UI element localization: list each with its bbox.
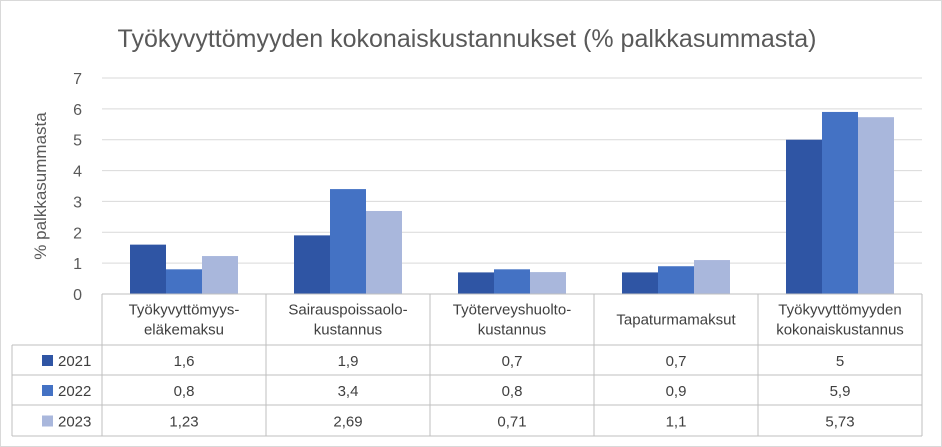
category-label-2: Työterveyshuolto-kustannus	[453, 302, 571, 339]
data-label-2021-4: 5	[836, 353, 844, 370]
data-label-2022-0: 0,8	[174, 383, 195, 400]
bar-2021-4	[786, 139, 822, 294]
bar-2023-2	[530, 272, 566, 294]
bar-2022-1	[330, 189, 366, 294]
bar-2023-0	[202, 256, 238, 294]
y-tick-label: 6	[73, 102, 82, 119]
category-label-1: Sairauspoissaolo-kustannus	[288, 302, 407, 339]
bar-2021-0	[130, 244, 166, 294]
data-label-2023-0: 1,23	[169, 414, 198, 431]
bar-2023-3	[694, 260, 730, 294]
data-label-2021-3: 0,7	[666, 353, 687, 370]
data-label-2022-2: 0,8	[502, 383, 523, 400]
bar-2022-4	[822, 111, 858, 294]
bar-2023-4	[858, 117, 894, 294]
y-tick-label: 5	[73, 133, 82, 150]
bar-2022-0	[166, 269, 202, 294]
data-label-2021-2: 0,7	[502, 353, 523, 370]
legend-key-2021	[42, 355, 53, 366]
data-label-2023-3: 1,1	[666, 414, 687, 431]
legend-key-2023	[42, 415, 53, 427]
bar-2021-3	[622, 272, 658, 294]
data-label-2023-2: 0,71	[497, 414, 526, 431]
legend-key-2022	[42, 385, 53, 396]
data-label-2022-4: 5,9	[830, 383, 851, 400]
bar-2021-1	[294, 235, 330, 294]
y-tick-label: 4	[73, 164, 82, 181]
data-label-2021-1: 1,9	[338, 353, 359, 370]
series-name-2022: 2022	[58, 383, 91, 400]
y-tick-label: 0	[73, 287, 82, 304]
data-label-2021-0: 1,6	[174, 353, 195, 370]
y-axis-ticks: 0 1 2 3 4 5 6 7	[73, 71, 82, 304]
y-tick-label: 3	[73, 194, 82, 211]
bar-2023-1	[366, 210, 402, 294]
data-table: Työkyvyttömyys-eläkemaksu Sairauspoissaol…	[11, 293, 923, 437]
series-name-2021: 2021	[58, 353, 91, 370]
bars	[130, 111, 894, 294]
bar-2021-2	[458, 272, 494, 294]
category-label-3: Tapaturmamaksut	[616, 312, 736, 329]
bar-2022-2	[494, 269, 530, 294]
y-tick-label: 7	[73, 71, 82, 88]
series-name-2023: 2023	[58, 414, 91, 431]
y-axis-label: % palkkasummasta	[31, 112, 50, 260]
data-label-2023-4: 5,73	[825, 414, 854, 431]
data-label-2022-1: 3,4	[338, 383, 359, 400]
data-label-2022-3: 0,9	[666, 383, 687, 400]
category-label-4: Työkyvyttömyyden kokonaiskustannus	[776, 302, 904, 339]
category-label-0: Työkyvyttömyys-eläkemaksu	[129, 302, 240, 339]
y-tick-label: 2	[73, 225, 82, 242]
bar-2022-3	[658, 266, 694, 294]
data-label-2023-1: 2,69	[333, 414, 362, 431]
chart-title: Työkyvyttömyyden kokonaiskustannukset (%…	[118, 25, 817, 53]
y-tick-label: 1	[73, 256, 82, 273]
